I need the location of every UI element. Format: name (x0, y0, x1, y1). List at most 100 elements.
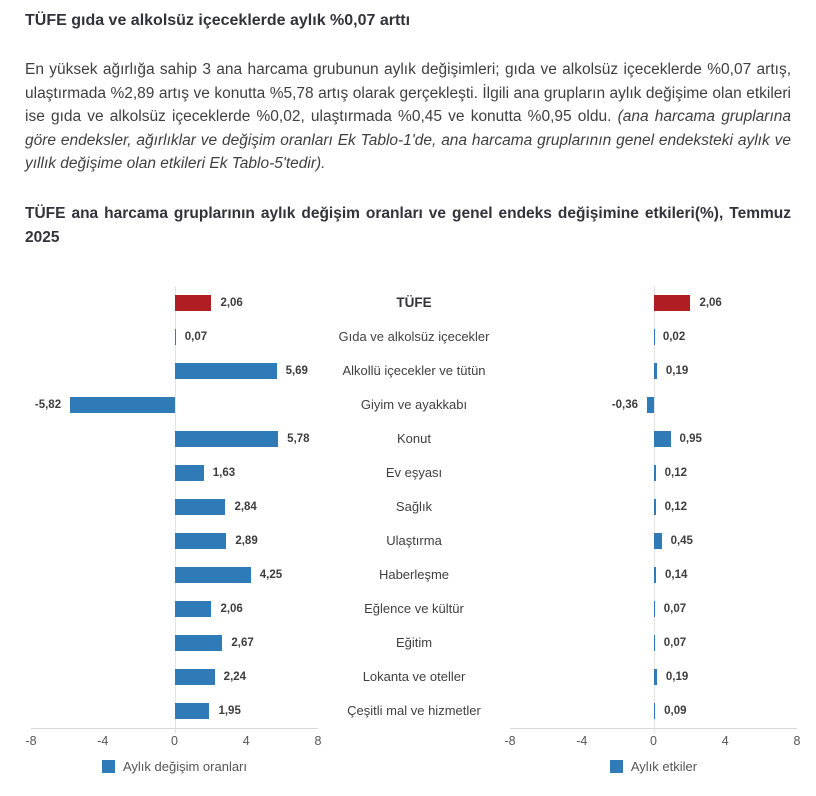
chart-row: 2,06 (31, 286, 318, 320)
axis-tick-label: 4 (721, 733, 729, 748)
category-labels-column: TÜFE Gıda ve alkolsüz içecekler Alkollü iç… (318, 286, 510, 774)
bar (174, 634, 223, 651)
bar (174, 600, 212, 617)
bar-value-label: 0,14 (665, 568, 688, 581)
bar (174, 464, 204, 481)
chart-row: -0,36 (510, 388, 797, 422)
chart-row: 0,12 (510, 490, 797, 524)
chart-row: 2,24 (31, 660, 318, 694)
bar (653, 634, 655, 651)
axis-tick-label: 8 (314, 733, 322, 748)
chart-row: 0,07 (31, 320, 318, 354)
bar (653, 362, 657, 379)
bar (653, 532, 662, 549)
legend-label: Aylık değişim oranları (122, 758, 248, 774)
chart-row: 0,07 (510, 592, 797, 626)
axis-tick-label: 0 (171, 733, 178, 748)
plot-monthly-effects: 2,06 0,02 0,19 -0,36 0,95 0,12 0,12 0,45 0,14 0,0… (510, 285, 797, 733)
bar-value-label: 0,95 (679, 432, 702, 445)
bar (174, 328, 176, 345)
bar (174, 532, 227, 549)
chart-row: 2,89 (31, 524, 318, 558)
legend-right: Aylık etkiler (510, 759, 797, 774)
bar (174, 362, 277, 379)
category-label: Ulaştırma (386, 533, 442, 548)
bar-value-label: 0,07 (663, 636, 687, 649)
legend-swatch-blue (609, 759, 623, 773)
bar-value-label: 0,45 (670, 534, 693, 547)
bar (70, 396, 175, 413)
plot-monthly-change-rates: 2,06 0,07 5,69 -5,82 5,78 1,63 2,84 2,89 4,25 2,0… (31, 285, 318, 733)
bar-value-label: 2,24 (223, 670, 247, 683)
bar (174, 498, 226, 515)
bar-value-label: 0,07 (184, 330, 208, 343)
legend-left: Aylık değişim oranları (31, 759, 318, 774)
bar-value-label: 0,02 (662, 330, 686, 343)
bar-value-label: 4,25 (259, 568, 283, 581)
bar-value-label: 2,67 (231, 636, 254, 649)
chart-row: 0,14 (510, 558, 797, 592)
axis-tick-label: -4 (576, 733, 588, 748)
bar-value-label: 0,19 (665, 670, 689, 683)
chart-row: 0,07 (510, 626, 797, 660)
chart-title: TÜFE ana harcama gruplarının aylık değiş… (25, 204, 791, 246)
bar (174, 702, 210, 719)
category-label: Eğitim (395, 635, 433, 650)
chart-row: 0,12 (510, 456, 797, 490)
body-paragraph-text: En yüksek ağırlığa sahip 3 ana harcama g… (25, 61, 791, 125)
category-label: Giyim ve ayakkabı (360, 397, 468, 412)
bar (653, 566, 656, 583)
body-paragraph-note: (ana harcama gruplarına göre endeksler, … (25, 108, 791, 172)
bar (174, 668, 215, 685)
bar-value-label: 2,89 (235, 534, 258, 547)
chart-row: 2,06 (510, 286, 797, 320)
category-label: Ev eşyası (385, 465, 443, 480)
legend-label: Aylık etkiler (630, 758, 698, 774)
page-title: TÜFE gıda ve alkolsüz içeceklerde aylık … (25, 12, 411, 29)
dual-bar-chart: 2,06 0,07 5,69 -5,82 5,78 1,63 2,84 2,89 4,25 2,0… (25, 285, 800, 774)
bar (174, 294, 212, 311)
bar-value-label: -5,82 (34, 398, 62, 411)
chart-row: 4,25 (31, 558, 318, 592)
chart-row: 0,02 (510, 320, 797, 354)
bar-value-label: 0,07 (663, 602, 687, 615)
axis-tick-label: -4 (97, 733, 109, 748)
x-axis-left: -8 -4 0 4 8 (25, 729, 321, 751)
category-label: Alkollü içecekler ve tütün (342, 363, 486, 378)
category-label: Eğlence ve kültür (364, 601, 464, 616)
category-label: Lokanta ve oteller (362, 669, 466, 684)
category-label: Çeşitli mal ve hizmetler (347, 703, 481, 718)
category-label: Konut (397, 431, 431, 446)
bar-value-label: 0,12 (664, 500, 688, 513)
chart-row: 0,45 (510, 524, 797, 558)
bar-value-label: 2,06 (699, 296, 722, 309)
axis-tick-label: 4 (242, 733, 250, 748)
bar-value-label: 2,06 (220, 602, 243, 615)
category-label: Sağlık (395, 499, 433, 514)
body-paragraph: En yüksek ağırlığa sahip 3 ana harcama g… (25, 58, 791, 176)
x-axis-right: -8 -4 0 4 8 (504, 729, 800, 751)
chart-row: 5,78 (31, 422, 318, 456)
axis-tick-label: 8 (793, 733, 801, 748)
bar-value-label: 0,12 (664, 466, 688, 479)
bar (174, 430, 279, 447)
bar-value-label: -0,36 (611, 398, 639, 411)
bar-value-label: 1,95 (218, 704, 241, 717)
chart-row: 5,69 (31, 354, 318, 388)
chart-row: 0,95 (510, 422, 797, 456)
chart-row: 2,67 (31, 626, 318, 660)
chart-row: 0,19 (510, 354, 797, 388)
bar (653, 600, 655, 617)
category-label: Haberleşme (378, 567, 450, 582)
chart-monthly-change-rates: 2,06 0,07 5,69 -5,82 5,78 1,63 2,84 2,89 4,25 2,0… (25, 285, 321, 774)
chart-row: 0,09 (510, 694, 797, 728)
bar (653, 668, 657, 685)
bar-value-label: 5,78 (287, 432, 310, 445)
bar-value-label: 2,06 (220, 296, 243, 309)
bar-value-label: 1,63 (212, 466, 236, 479)
chart-row: -5,82 (31, 388, 318, 422)
bar (653, 294, 691, 311)
bar (653, 702, 656, 719)
chart-monthly-effects: 2,06 0,02 0,19 -0,36 0,95 0,12 0,12 0,45 0,14 0,0… (504, 285, 800, 774)
axis-tick-label: 0 (650, 733, 657, 748)
